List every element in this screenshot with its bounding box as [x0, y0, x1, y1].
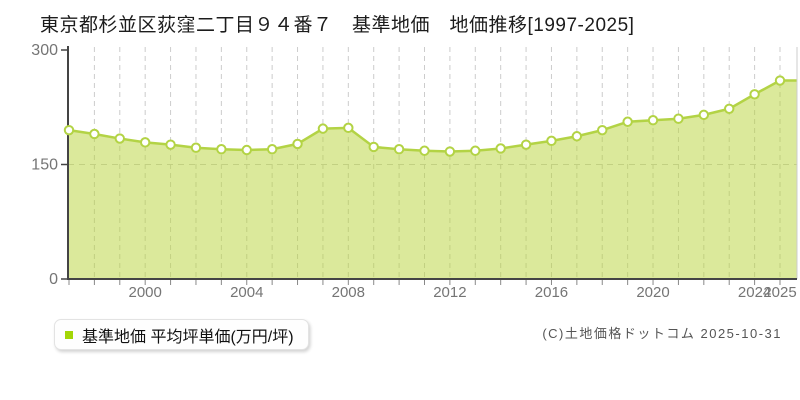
data-point-2002[interactable] [190, 142, 202, 153]
x-tick-label-2025: 2025 [763, 284, 796, 301]
y-tick-label-0: 0 [49, 271, 58, 288]
data-point-2025[interactable] [774, 75, 786, 86]
data-point-2013[interactable] [470, 145, 481, 156]
legend: 基準地価 平均坪単価(万円/坪) [54, 319, 309, 350]
data-point-2017[interactable] [571, 131, 583, 142]
page-title: 東京都杉並区荻窪二丁目９４番７ 基準地価 地価推移[1997-2025] [40, 15, 635, 36]
x-tick-label-2012: 2012 [433, 284, 466, 301]
data-point-2005[interactable] [266, 144, 278, 155]
data-point-2000[interactable] [139, 137, 151, 148]
data-point-2009[interactable] [368, 141, 379, 153]
data-point-2020[interactable] [647, 115, 659, 126]
data-point-1999[interactable] [114, 133, 125, 144]
x-tick-label-2008: 2008 [332, 284, 365, 301]
data-point-2016[interactable] [546, 135, 557, 147]
data-point-2015[interactable] [520, 139, 532, 150]
data-point-2010[interactable] [393, 144, 405, 155]
x-tick-label-2004: 2004 [230, 284, 263, 301]
data-point-2012[interactable] [444, 146, 456, 157]
data-point-2003[interactable] [216, 144, 227, 155]
data-point-2007[interactable] [317, 123, 329, 134]
data-point-1998[interactable] [89, 128, 100, 140]
data-point-2006[interactable] [292, 138, 303, 150]
data-point-2001[interactable] [165, 139, 176, 150]
data-point-2024[interactable] [749, 89, 760, 100]
y-tick-label-300: 300 [31, 42, 58, 59]
x-tick-label-2024: 2024 [738, 284, 771, 301]
copyright-text: (C)土地価格ドットコム 2025-10-31 [542, 326, 782, 341]
data-point-2011[interactable] [419, 145, 430, 156]
data-point-2022[interactable] [698, 109, 710, 121]
data-point-2023[interactable] [724, 103, 735, 114]
legend-label: 基準地価 平均坪単価(万円/坪) [82, 328, 294, 346]
data-point-2021[interactable] [673, 113, 684, 124]
y-tick-label-150: 150 [31, 157, 58, 174]
x-tick-label-2020: 2020 [636, 284, 669, 301]
legend-marker-icon [65, 330, 73, 339]
data-point-2019[interactable] [622, 116, 633, 127]
data-point-2008[interactable] [343, 122, 354, 134]
x-tick-label-2000: 2000 [128, 284, 161, 301]
data-point-2014[interactable] [495, 143, 506, 154]
series-area-fill [68, 80, 797, 280]
x-tick-label-2016: 2016 [535, 284, 568, 301]
data-point-1997[interactable] [63, 124, 75, 136]
data-point-2018[interactable] [597, 124, 608, 136]
data-point-2004[interactable] [241, 144, 252, 156]
